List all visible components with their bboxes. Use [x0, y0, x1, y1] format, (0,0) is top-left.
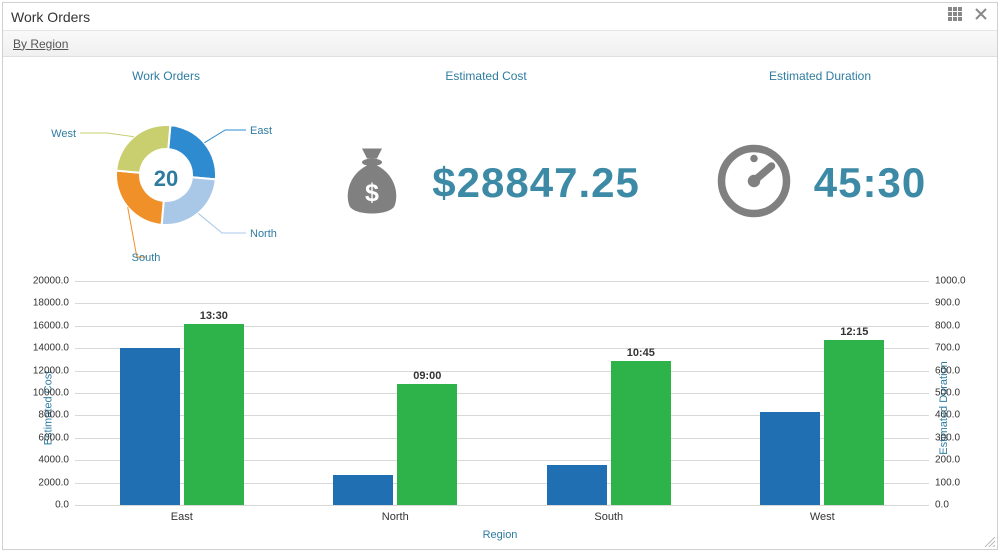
gauge-icon	[714, 141, 794, 226]
y-tick-left: 8000.0	[38, 410, 75, 421]
kpi-estimated-duration: Estimated Duration 45:30	[653, 63, 987, 277]
grid-icon[interactable]	[947, 6, 963, 27]
donut-label-east: East	[250, 125, 272, 137]
y-tick-left: 4000.0	[38, 455, 75, 466]
y-tick-right: 800.0	[929, 320, 960, 331]
gridline	[75, 281, 929, 282]
panel-header-icons	[947, 6, 989, 27]
svg-text:$: $	[365, 179, 379, 207]
kpi-duration-content: 45:30	[653, 89, 987, 277]
x-tick-west: West	[810, 505, 835, 523]
panel-header: Work Orders	[3, 3, 997, 31]
y-tick-left: 12000.0	[33, 365, 75, 376]
panel-title: Work Orders	[11, 9, 947, 25]
kpi-work-orders: Work Orders East North South West 20	[13, 63, 319, 277]
x-axis-title: Region	[483, 529, 518, 541]
bar-chart-plot: 0.00.02000.0100.04000.0200.06000.0300.08…	[75, 281, 929, 505]
bar-cost-east[interactable]	[120, 348, 180, 505]
y-tick-right: 400.0	[929, 410, 960, 421]
kpi-cost-content: $ $28847.25	[319, 89, 653, 277]
bar-duration-east[interactable]	[184, 324, 244, 505]
x-tick-south: South	[594, 505, 623, 523]
y-tick-right: 100.0	[929, 477, 960, 488]
bar-duration-south[interactable]	[611, 361, 671, 505]
y-tick-left: 20000.0	[33, 276, 75, 287]
close-icon[interactable]	[973, 6, 989, 27]
gridline	[75, 505, 929, 506]
kpi-duration-value: 45:30	[814, 159, 926, 207]
kpi-row: Work Orders East North South West 20 Estima…	[3, 57, 997, 277]
kpi-estimated-cost: Estimated Cost $ $28847.25	[319, 63, 653, 277]
y-tick-left: 6000.0	[38, 432, 75, 443]
bar-chart: Estimated Cost Estimated Duration 0.00.0…	[13, 277, 987, 539]
bar-label-north: 09:00	[413, 370, 441, 382]
x-tick-north: North	[382, 505, 409, 523]
money-bag-icon: $	[332, 141, 412, 226]
bar-label-east: 13:30	[200, 310, 228, 322]
y-tick-right: 600.0	[929, 365, 960, 376]
bar-cost-north[interactable]	[333, 475, 393, 505]
y-tick-right: 700.0	[929, 343, 960, 354]
y-tick-right: 1000.0	[929, 276, 966, 287]
kpi-title-work-orders: Work Orders	[132, 69, 200, 83]
work-orders-panel: Work Orders By Region Work Orders East No…	[2, 2, 998, 550]
kpi-title-duration: Estimated Duration	[769, 69, 871, 83]
y-tick-left: 18000.0	[33, 298, 75, 309]
donut-label-south: South	[132, 252, 161, 264]
bar-cost-south[interactable]	[547, 465, 607, 505]
panel-subheader[interactable]: By Region	[3, 31, 997, 57]
y-tick-left: 2000.0	[38, 477, 75, 488]
y-tick-left: 14000.0	[33, 343, 75, 354]
x-tick-east: East	[171, 505, 193, 523]
y-tick-right: 500.0	[929, 388, 960, 399]
donut-center-value: 20	[154, 166, 178, 192]
y-tick-left: 10000.0	[33, 388, 75, 399]
kpi-title-cost: Estimated Cost	[445, 69, 526, 83]
y-tick-left: 16000.0	[33, 320, 75, 331]
gridline	[75, 303, 929, 304]
bar-duration-west[interactable]	[824, 340, 884, 505]
donut-label-north: North	[250, 228, 277, 240]
y-tick-right: 200.0	[929, 455, 960, 466]
bar-cost-west[interactable]	[760, 412, 820, 505]
y-tick-right: 300.0	[929, 432, 960, 443]
donut-label-west: West	[51, 128, 76, 140]
y-tick-right: 0.0	[929, 500, 949, 511]
bar-label-west: 12:15	[840, 326, 868, 338]
y-tick-right: 900.0	[929, 298, 960, 309]
bar-duration-north[interactable]	[397, 384, 457, 505]
subheader-label: By Region	[13, 37, 68, 51]
resize-grip-icon[interactable]	[985, 537, 995, 547]
bar-label-south: 10:45	[627, 347, 655, 359]
y-tick-left: 0.0	[55, 500, 75, 511]
donut-chart: East North South West 20	[36, 89, 296, 269]
kpi-cost-value: $28847.25	[432, 159, 640, 207]
